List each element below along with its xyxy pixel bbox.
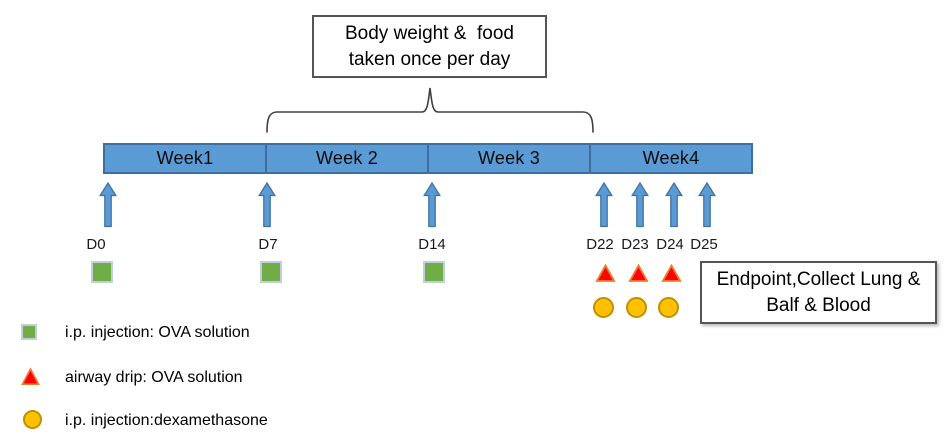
red-triangle-marker-d24 bbox=[661, 263, 682, 282]
day-label-d24: D24 bbox=[656, 236, 684, 253]
day-label-d7: D7 bbox=[258, 236, 278, 253]
note-line-1: Body weight & food bbox=[345, 22, 514, 44]
week-segment-3: Week 3 bbox=[427, 145, 589, 172]
week-segment-2: Week 2 bbox=[265, 145, 427, 172]
endpoint-line-1: Endpoint,Collect Lung & bbox=[716, 268, 921, 290]
up-arrow-icon bbox=[698, 182, 716, 228]
up-arrow-icon bbox=[423, 182, 441, 228]
week-segment-4: Week4 bbox=[589, 145, 751, 172]
up-arrow-icon bbox=[595, 182, 613, 228]
brace-icon bbox=[266, 87, 594, 133]
green-square-marker-d7 bbox=[260, 261, 282, 283]
red-triangle-marker-d22 bbox=[595, 263, 616, 282]
up-arrow-icon bbox=[258, 182, 276, 228]
week-label: Week1 bbox=[156, 148, 214, 168]
legend-label-dexamethasone: i.p. injection:dexamethasone bbox=[65, 412, 268, 429]
day-label-d25: D25 bbox=[690, 236, 718, 253]
day-label-d14: D14 bbox=[418, 236, 446, 253]
week-label: Week4 bbox=[642, 148, 700, 168]
week-label: Week 3 bbox=[478, 148, 540, 168]
body-weight-note-box: Body weight & food taken once per day bbox=[312, 15, 547, 78]
day-label-d0: D0 bbox=[86, 236, 106, 253]
up-arrow-icon bbox=[99, 182, 117, 228]
up-arrow-icon bbox=[665, 182, 683, 228]
yellow-circle-icon bbox=[23, 410, 42, 429]
green-square-marker-d0 bbox=[91, 261, 113, 283]
up-arrow-icon bbox=[631, 182, 649, 228]
legend-label-ip-ova: i.p. injection: OVA solution bbox=[65, 324, 250, 341]
endpoint-note-box: Endpoint,Collect Lung & Balf & Blood bbox=[700, 261, 937, 324]
note-line-2: taken once per day bbox=[348, 48, 511, 70]
legend-label-airway-ova: airway drip: OVA solution bbox=[65, 369, 243, 386]
yellow-circle-marker-d24 bbox=[658, 297, 679, 318]
green-square-icon bbox=[21, 324, 37, 340]
green-square-marker-d14 bbox=[423, 261, 445, 283]
week-bar: Week1 Week 2 Week 3 Week4 bbox=[103, 143, 753, 174]
week-label: Week 2 bbox=[316, 148, 378, 168]
yellow-circle-marker-d23 bbox=[626, 297, 647, 318]
yellow-circle-marker-d22 bbox=[593, 297, 614, 318]
endpoint-line-2: Balf & Blood bbox=[766, 294, 871, 316]
week-segment-1: Week1 bbox=[105, 145, 265, 172]
day-label-d23: D23 bbox=[621, 236, 649, 253]
red-triangle-marker-d23 bbox=[628, 263, 649, 282]
day-label-d22: D22 bbox=[586, 236, 614, 253]
red-triangle-icon bbox=[21, 367, 40, 386]
